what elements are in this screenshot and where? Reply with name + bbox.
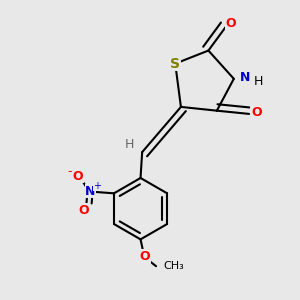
Text: -: - xyxy=(68,165,72,178)
Text: O: O xyxy=(226,16,236,30)
Text: S: S xyxy=(170,57,180,70)
Text: O: O xyxy=(78,204,88,217)
Text: N: N xyxy=(240,71,250,84)
Text: O: O xyxy=(251,106,262,119)
Text: O: O xyxy=(73,170,83,183)
Text: +: + xyxy=(94,181,101,191)
Text: H: H xyxy=(124,138,134,151)
Text: CH₃: CH₃ xyxy=(163,260,184,271)
Text: N: N xyxy=(85,184,96,198)
Text: O: O xyxy=(140,250,150,263)
Text: H: H xyxy=(254,75,263,88)
